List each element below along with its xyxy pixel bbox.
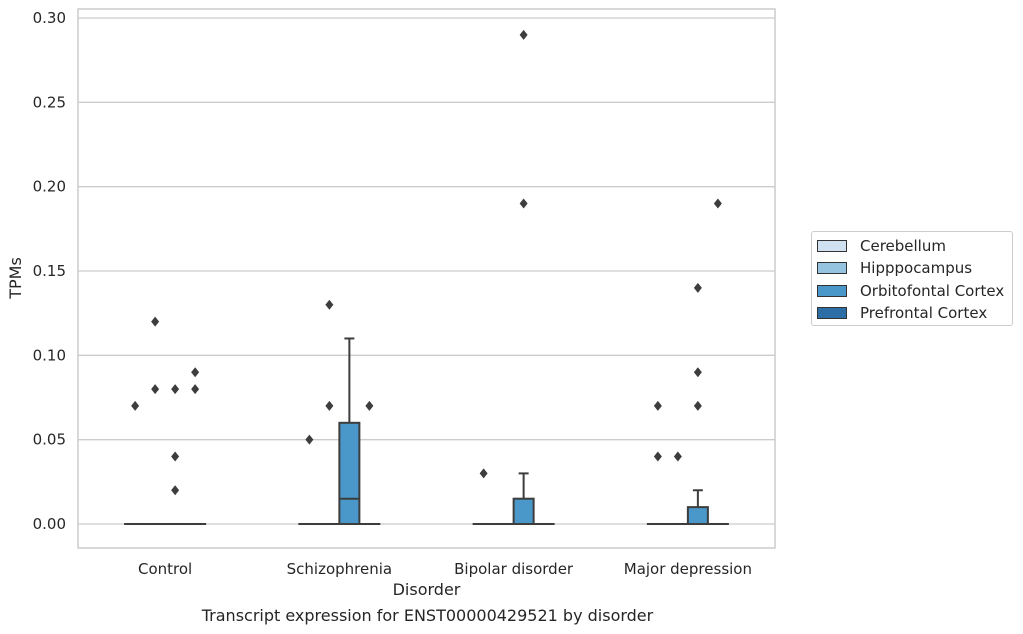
outlier-point [479, 468, 488, 479]
plot-frame [77, 8, 776, 549]
box [338, 421, 361, 525]
outlier-point [325, 299, 334, 310]
outlier-point [171, 485, 180, 496]
outlier-point [191, 384, 200, 395]
y-tick-label: 0.00 [33, 515, 66, 533]
legend-item-orbitofontal-cortex: Orbitofontal Cortex [817, 282, 1004, 300]
legend-swatch [817, 285, 847, 297]
x-tick-labels: Control Schizophrenia Bipolar disorder Majo… [138, 560, 752, 578]
box [512, 497, 535, 526]
box-plot [358, 400, 381, 526]
legend: Cerebellum Hipppocampus Orbitofontal Cor… [811, 231, 1013, 326]
y-axis-label: TPMs [6, 257, 25, 300]
box-plot [184, 367, 207, 526]
outlier-point [693, 282, 702, 293]
outlier-point [673, 451, 682, 462]
legend-swatch [817, 262, 847, 274]
box-plot [298, 434, 321, 526]
outlier-point [131, 400, 140, 411]
box-plot [318, 299, 341, 526]
legend-label: Cerebellum [860, 237, 946, 255]
y-tick-label: 0.25 [33, 93, 66, 111]
outlier-point [151, 384, 160, 395]
chart-caption: Transcript expression for ENST0000042952… [201, 606, 654, 625]
box-plot [512, 29, 535, 526]
outlier-point [305, 434, 314, 445]
outlier-point [653, 451, 662, 462]
x-tick-label: Major depression [624, 560, 752, 578]
box-plot [706, 198, 729, 526]
x-tick-label: Control [138, 560, 192, 578]
box-plot [472, 468, 495, 526]
outlier-point [519, 198, 528, 209]
grid-lines [78, 17, 775, 525]
outlier-point [191, 367, 200, 378]
y-tick-label: 0.30 [33, 9, 66, 27]
outlier-point [365, 400, 374, 411]
legend-item-cerebellum: Cerebellum [817, 237, 946, 255]
y-tick-label: 0.05 [33, 431, 66, 449]
y-tick-labels: 0.00 0.05 0.10 0.15 0.20 0.25 0.30 [33, 9, 66, 533]
outlier-point [171, 451, 180, 462]
outlier-point [713, 198, 722, 209]
box [686, 506, 709, 525]
outlier-point [325, 400, 334, 411]
box-plot [666, 451, 689, 526]
box-plot [164, 384, 187, 526]
outlier-point [653, 400, 662, 411]
legend-label: Orbitofontal Cortex [860, 282, 1005, 300]
outlier-point [693, 367, 702, 378]
y-tick-label: 0.10 [33, 346, 66, 364]
legend-label: Hipppocampus [860, 259, 973, 277]
box-plot [338, 337, 361, 525]
x-tick-label: Bipolar disorder [454, 560, 574, 578]
legend-item-hipppocampus: Hipppocampus [817, 259, 972, 277]
y-tick-label: 0.20 [33, 178, 66, 196]
y-tick-label: 0.15 [33, 262, 66, 280]
outlier-point [171, 384, 180, 395]
outlier-point [519, 29, 528, 40]
legend-item-prefrontal-cortex: Prefrontal Cortex [817, 304, 987, 322]
box-plot [124, 400, 147, 526]
x-tick-label: Schizophrenia [287, 560, 392, 578]
legend-swatch [817, 307, 847, 319]
box-plot [646, 400, 669, 526]
box-plots [124, 29, 729, 526]
legend-swatch [817, 240, 847, 252]
x-axis-label: Disorder [393, 580, 461, 599]
outlier-point [693, 400, 702, 411]
box-plot [144, 316, 167, 526]
outlier-point [151, 316, 160, 327]
legend-label: Prefrontal Cortex [860, 304, 988, 322]
box-plot [686, 282, 709, 525]
